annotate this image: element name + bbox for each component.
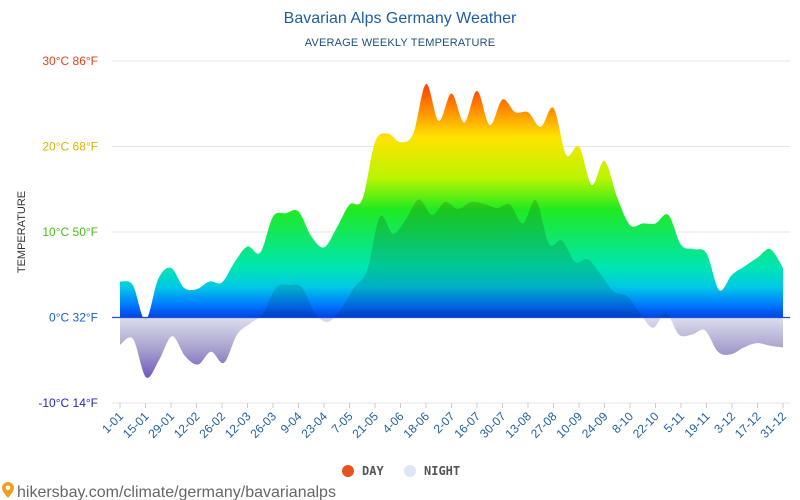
legend[interactable]: DAY NIGHT [342, 464, 460, 478]
y-axis-ticks: 30°C 86°F 20°C 68°F 10°C 50°F 0°C 32°F -10°C… [38, 54, 98, 410]
x-tick-label: 13-08 [503, 409, 535, 441]
legend-item-night[interactable]: NIGHT [404, 464, 460, 478]
y-tick-label: 20°C 68°F [42, 140, 98, 154]
legend-day-marker [342, 465, 354, 477]
x-tick-label: 26-03 [248, 409, 280, 441]
x-tick-label: 15-01 [120, 409, 152, 441]
x-tick-label: 22-10 [630, 409, 662, 441]
y-tick-label: -10°C 14°F [38, 396, 98, 410]
y-tick-label: 10°C 50°F [42, 225, 98, 239]
x-tick-label: 24-09 [579, 409, 611, 441]
source-credit[interactable]: hikersbay.com/climate/germany/bavarianal… [2, 482, 336, 500]
x-tick-label: 17-12 [732, 409, 764, 441]
source-link[interactable]: hikersbay.com/climate/germany/bavarianal… [17, 484, 336, 500]
x-tick-label: 26-02 [197, 409, 229, 441]
x-axis-ticks: 1-0115-0129-0112-0226-0212-0326-039-0423… [99, 403, 789, 441]
night-series-area [120, 199, 783, 318]
x-tick-label: 16-07 [452, 409, 484, 441]
x-tick-label: 23-04 [299, 409, 331, 441]
x-tick-label: 21-05 [350, 409, 382, 441]
x-tick-label: 10-09 [554, 409, 586, 441]
x-tick-label: 29-01 [146, 409, 178, 441]
y-axis-label: TEMPERATURE [16, 191, 28, 273]
chart-subtitle: AVERAGE WEEKLY TEMPERATURE [305, 37, 496, 49]
x-tick-label: 31-12 [758, 409, 790, 441]
legend-item-day[interactable]: DAY [342, 464, 384, 478]
legend-night-marker [404, 465, 416, 477]
night-series-area-negative [120, 317, 783, 378]
y-tick-label: 0°C 32°F [49, 311, 98, 325]
y-tick-label: 30°C 86°F [42, 54, 98, 68]
chart-title: Bavarian Alps Germany Weather [284, 10, 517, 27]
x-tick-label: 18-06 [401, 409, 433, 441]
x-tick-label: 19-11 [682, 409, 713, 440]
x-tick-label: 30-07 [477, 409, 509, 441]
legend-day-label: DAY [362, 464, 384, 478]
location-pin-icon [2, 482, 14, 498]
x-tick-label: 12-02 [171, 409, 203, 441]
legend-night-label: NIGHT [424, 464, 460, 478]
x-tick-label: 27-08 [528, 409, 560, 441]
x-tick-label: 12-03 [222, 409, 254, 441]
series-layer [112, 84, 790, 378]
day-series-area [120, 84, 783, 318]
